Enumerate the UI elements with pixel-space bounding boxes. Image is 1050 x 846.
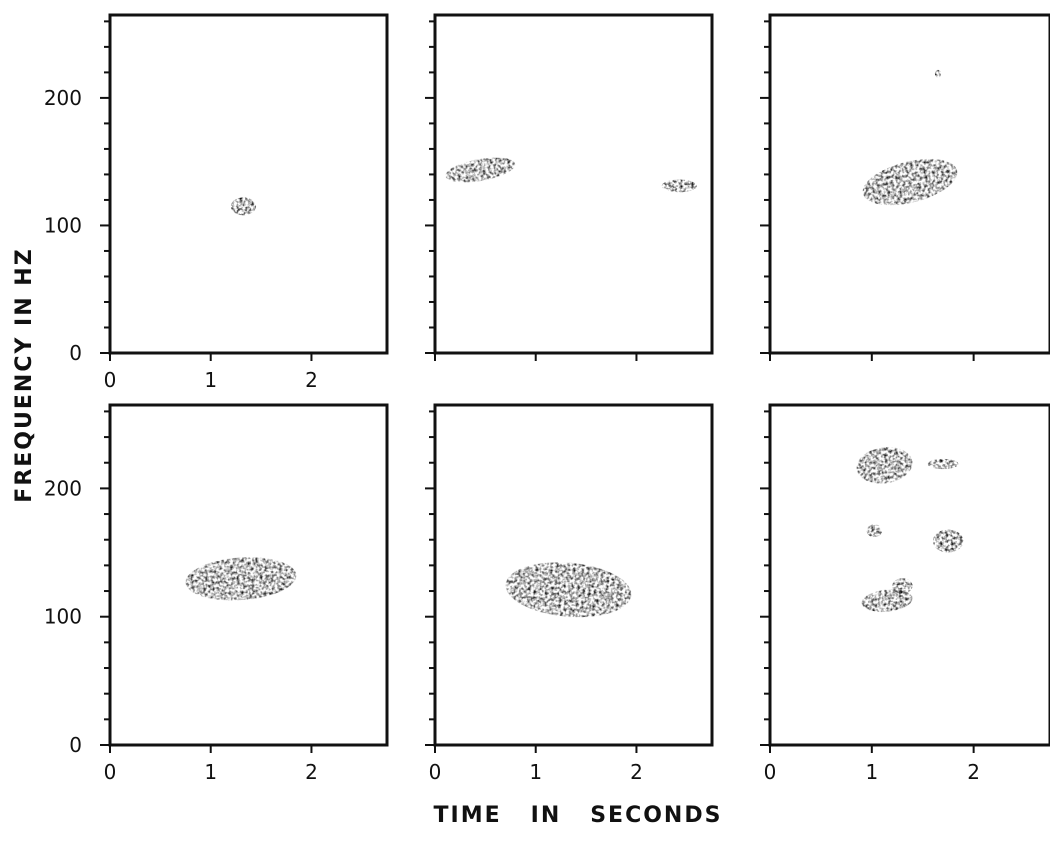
- x-tick-label: 1: [529, 760, 542, 784]
- y-tick-label: 100: [44, 605, 82, 629]
- x-tick-label: 2: [630, 760, 643, 784]
- signal-blob: [861, 589, 913, 612]
- signal-blob: [932, 529, 964, 553]
- signal-blob: [856, 447, 913, 484]
- panel-frame: [433, 13, 714, 355]
- x-tick-label: 0: [104, 760, 117, 784]
- y-tick-label: 0: [69, 341, 82, 365]
- signal-blob: [866, 524, 882, 538]
- panel-frame: [768, 13, 1050, 355]
- spectrogram-panel-6: 0 1 2: [760, 403, 1050, 784]
- x-tick-label: 0: [429, 760, 442, 784]
- x-tick-label: 2: [305, 368, 318, 392]
- x-tick-label: 2: [305, 760, 318, 784]
- y-tick-label: 200: [44, 86, 82, 110]
- panel-frame: [108, 13, 389, 355]
- signal-blob: [445, 157, 516, 183]
- x-axis-title: TIME IN SECONDS: [434, 803, 723, 828]
- x-tick-label: 1: [204, 760, 217, 784]
- panel-frame: [768, 403, 1050, 747]
- x-tick-label: 0: [764, 760, 777, 784]
- y-tick-label: 0: [69, 733, 82, 757]
- x-tick-label: 2: [967, 760, 980, 784]
- spectrogram-panel-2: [425, 13, 714, 361]
- spectrogram-panel-3: [760, 13, 1050, 361]
- x-tick-label: 1: [865, 760, 878, 784]
- y-tick-label: 100: [44, 213, 82, 237]
- signal-blob: [892, 578, 913, 594]
- y-axis-title: FREQUENCY IN HZ: [12, 247, 37, 502]
- signal-blob: [862, 159, 958, 206]
- spectrogram-panel-4: 0 100 200 0 1 2: [44, 403, 389, 784]
- signal-blob: [185, 557, 297, 601]
- signal-blob: [505, 562, 632, 618]
- x-tick-label: 0: [104, 368, 117, 392]
- signal-blob: [927, 458, 959, 470]
- signal-blob: [230, 197, 257, 216]
- signal-blob: [661, 179, 697, 193]
- spectrogram-panel-5: 0 1 2: [425, 403, 714, 784]
- panels-group: 0 100 200 0 1 2 0 100 200 0 1 2 0 1 2 0 1 2: [44, 13, 1050, 784]
- y-tick-label: 200: [44, 476, 82, 500]
- signal-blob: [934, 69, 942, 78]
- panel-frame: [433, 403, 714, 747]
- x-tick-label: 1: [204, 368, 217, 392]
- panel-frame: [108, 403, 389, 747]
- spectrogram-panel-1: 0 100 200 0 1 2: [44, 13, 389, 392]
